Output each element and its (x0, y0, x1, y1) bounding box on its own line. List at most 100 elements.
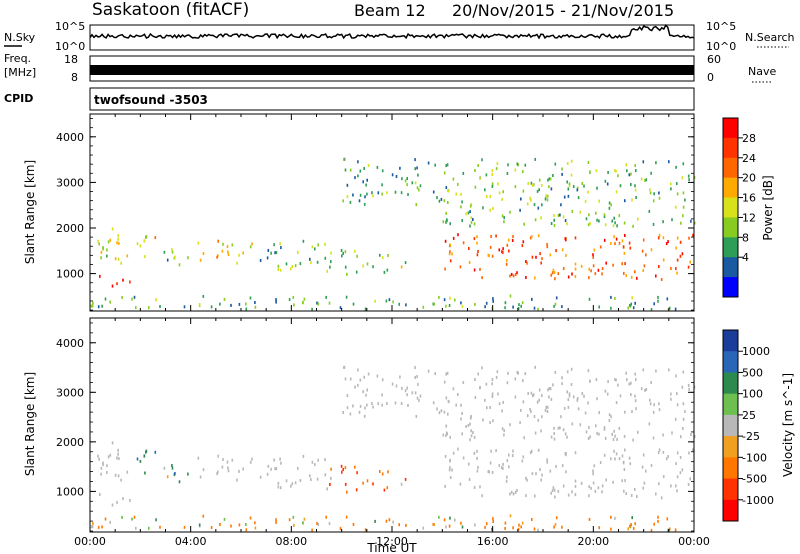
velocity-cell (501, 409, 503, 413)
power-cell (395, 175, 398, 178)
power-cell (372, 265, 374, 269)
velocity-cell (341, 470, 343, 474)
velocity-cell (407, 404, 409, 407)
velocity-cell (392, 520, 394, 524)
power-cell (325, 295, 327, 299)
power-cell (568, 182, 571, 186)
power-cell (688, 236, 690, 240)
velocity-cell (486, 406, 488, 410)
power-cell (297, 250, 299, 254)
power-cell (400, 191, 403, 195)
velocity-cell (623, 489, 625, 493)
power-colorbar-tick-label: 24 (742, 152, 756, 165)
power-cell (587, 161, 590, 164)
velocity-cell (342, 468, 344, 471)
power-cell (635, 196, 637, 199)
velocity-cell (447, 412, 449, 416)
velocity-cell (572, 395, 575, 399)
power-cell (122, 278, 124, 282)
power-cell (508, 249, 510, 253)
power-cell (681, 252, 684, 256)
noise-tick-bottom-left: 10^0 (55, 40, 85, 53)
velocity-cell (461, 412, 463, 415)
velocity-cell (98, 457, 100, 461)
velocity-cell (419, 394, 422, 398)
power-cell (562, 267, 565, 271)
power-cell (534, 276, 536, 280)
power-cell (592, 264, 595, 268)
power-cell (491, 169, 494, 173)
velocity-cell (310, 478, 312, 482)
velocity-cell (563, 406, 566, 410)
power-cell (310, 261, 312, 265)
power-colorbar-tick-label: 8 (742, 231, 749, 244)
velocity-cell (279, 457, 281, 461)
power-cell (601, 267, 604, 270)
x-tick-label: 00:00 (74, 535, 106, 548)
velocity-cell (587, 369, 590, 373)
velocity-cell (249, 460, 252, 464)
power-cell (473, 268, 476, 272)
velocity-colorbar-segment (723, 478, 738, 501)
velocity-cell (522, 379, 524, 383)
power-cell (557, 214, 560, 217)
power-cell (676, 258, 679, 262)
velocity-cell (618, 457, 621, 461)
velocity-cell (615, 378, 617, 382)
velocity-cell (693, 435, 696, 438)
velocity-cell (302, 454, 305, 458)
velocity-cell (377, 402, 380, 406)
velocity-cell (155, 518, 157, 522)
power-cell (359, 193, 362, 197)
velocity-cell (501, 427, 504, 431)
velocity-cell (568, 392, 571, 396)
power-cell (311, 307, 313, 311)
power-cell (514, 185, 517, 189)
power-cell (648, 209, 651, 213)
velocity-cell (92, 522, 94, 525)
power-cell (135, 306, 137, 310)
velocity-cell (628, 382, 631, 386)
power-cell (538, 188, 540, 192)
power-cell (401, 177, 403, 181)
velocity-cell (121, 515, 123, 519)
power-cell (497, 182, 499, 186)
velocity-cell (648, 422, 651, 426)
velocity-cell (145, 450, 147, 454)
velocity-cell (628, 456, 631, 460)
power-cell (645, 178, 648, 182)
power-cell (133, 295, 136, 299)
power-cell (629, 304, 631, 307)
velocity-cell (454, 518, 456, 522)
power-cell (630, 183, 632, 186)
power-cell (405, 303, 407, 307)
velocity-cell (442, 433, 445, 437)
power-cell (407, 193, 409, 196)
power-cell (460, 301, 462, 305)
power-cell (524, 163, 527, 167)
power-cell (618, 214, 621, 218)
velocity-cell (502, 462, 504, 466)
velocity-cell (592, 481, 595, 485)
velocity-cell (202, 468, 205, 472)
power-cell (302, 301, 304, 305)
velocity-cell (154, 450, 157, 454)
velocity-cell (570, 383, 573, 386)
power-cell (525, 260, 527, 263)
velocity-cell (580, 481, 583, 485)
power-cell (534, 157, 536, 161)
power-cell (640, 177, 643, 181)
velocity-cell (618, 426, 621, 430)
velocity-cell (448, 468, 451, 472)
velocity-ylabel: Slant Range [km] (23, 372, 37, 476)
power-cell (379, 253, 381, 257)
power-cell (357, 174, 359, 178)
power-cell (693, 221, 696, 225)
power-cell (448, 252, 451, 256)
power-cell (657, 236, 660, 240)
velocity-cell (245, 523, 247, 526)
power-cell (549, 253, 552, 257)
velocity-cell (614, 434, 616, 438)
velocity-cell (623, 468, 626, 471)
power-cell (118, 241, 120, 245)
